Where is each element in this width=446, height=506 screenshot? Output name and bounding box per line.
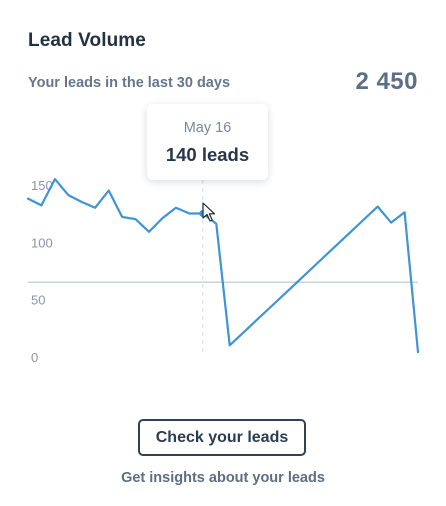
data-point[interactable] xyxy=(362,217,367,222)
data-point[interactable] xyxy=(375,204,380,209)
data-point[interactable] xyxy=(39,203,44,208)
chart-tooltip: May 16 140 leads xyxy=(147,104,268,180)
data-point[interactable] xyxy=(66,193,71,198)
card-title: Lead Volume xyxy=(28,30,146,51)
data-point[interactable] xyxy=(79,200,84,205)
data-point[interactable] xyxy=(173,205,178,210)
data-point[interactable] xyxy=(268,305,273,310)
data-point[interactable] xyxy=(281,292,286,297)
y-tick-label: 150 xyxy=(31,178,53,193)
data-point[interactable] xyxy=(26,196,31,201)
data-point[interactable] xyxy=(402,210,407,215)
data-point[interactable] xyxy=(254,318,259,323)
data-point[interactable] xyxy=(321,255,326,260)
data-point[interactable] xyxy=(120,214,125,219)
data-point[interactable] xyxy=(389,220,394,225)
data-point[interactable] xyxy=(160,216,165,221)
y-tick-label: 100 xyxy=(31,235,53,250)
data-point[interactable] xyxy=(147,229,152,234)
data-point[interactable] xyxy=(348,229,353,234)
data-point[interactable] xyxy=(106,188,111,193)
data-point[interactable] xyxy=(416,350,421,355)
data-point[interactable] xyxy=(294,280,299,285)
data-point[interactable] xyxy=(93,205,98,210)
data-point[interactable] xyxy=(227,343,232,348)
check-leads-button[interactable]: Check your leads xyxy=(138,419,306,456)
cta-caption: Get insights about your leads xyxy=(121,470,325,486)
data-point[interactable] xyxy=(52,177,57,182)
data-point[interactable] xyxy=(241,330,246,335)
data-point[interactable] xyxy=(187,211,192,216)
data-point[interactable] xyxy=(133,217,138,222)
tooltip-value: 140 leads xyxy=(165,144,250,165)
data-point[interactable] xyxy=(335,242,340,247)
y-tick-label: 0 xyxy=(31,350,38,365)
card-subtitle: Your leads in the last 30 days xyxy=(28,75,231,91)
lead-total: 2 450 xyxy=(355,68,418,95)
tooltip-date: May 16 xyxy=(183,120,232,136)
data-point[interactable] xyxy=(214,221,219,226)
data-point[interactable] xyxy=(308,267,313,272)
lead-series-line[interactable] xyxy=(26,178,420,354)
mouse-cursor-icon xyxy=(202,202,216,222)
y-tick-label: 50 xyxy=(31,293,45,308)
